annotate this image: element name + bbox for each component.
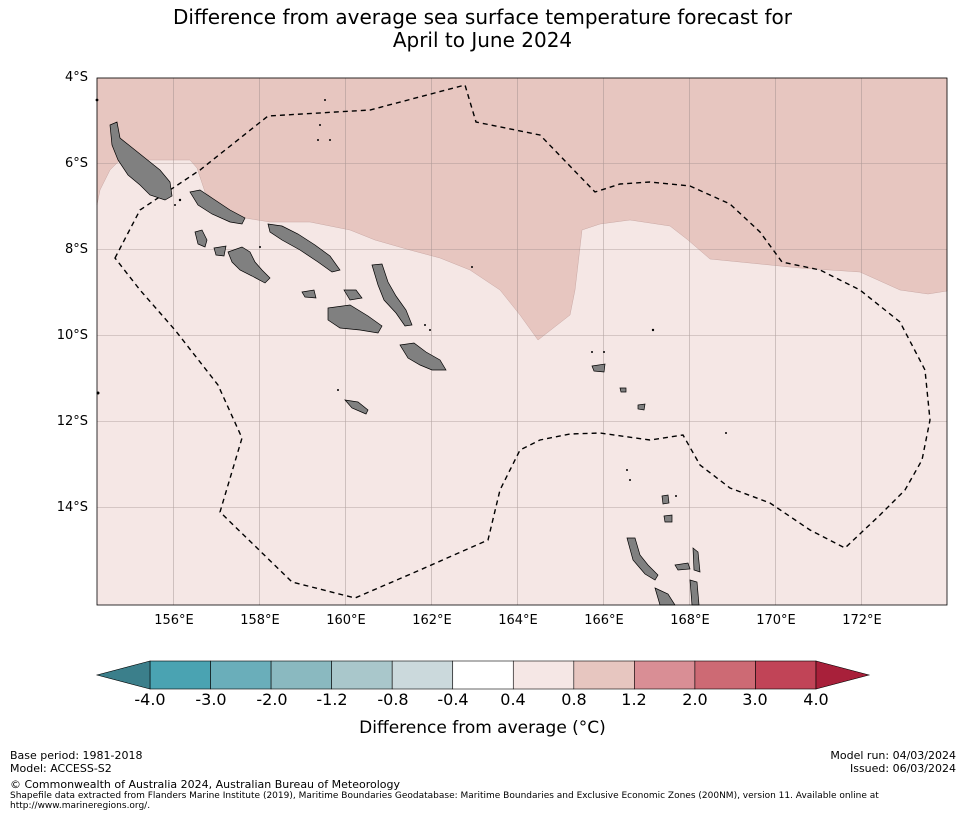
lat-label-4s: 4°S (64, 70, 88, 85)
map-frame (96, 77, 948, 606)
colorbar-tick: 3.0 (742, 690, 768, 709)
anomaly-region-0.8-1.2 (96, 77, 948, 341)
gridlines (97, 78, 947, 605)
colorbar-segment (512, 660, 575, 690)
land-ambae (674, 562, 691, 571)
lon-label-170e: 170°E (756, 613, 796, 628)
land-ranongga (213, 245, 227, 257)
lon-label-168e: 168°E (670, 613, 710, 628)
colorbar-segment (331, 660, 393, 690)
land-bougainville (109, 121, 173, 201)
issued-date: Issued: 06/03/2024 (849, 762, 956, 775)
land-santa-cruz (591, 363, 606, 373)
colorbar-tick: 4.0 (803, 690, 829, 709)
eez-boundary (114, 84, 931, 599)
model-run: Model run: 04/03/2024 (830, 749, 956, 762)
land-guadalcanal (327, 304, 383, 334)
colorbar-tick: -0.4 (437, 690, 469, 709)
colorbar-segment (634, 660, 696, 690)
colorbar-tick: 1.2 (621, 690, 647, 709)
colorbar-tick: -1.2 (316, 690, 348, 709)
colorbar-tick: -4.0 (134, 690, 166, 709)
lon-label-160e: 160°E (326, 613, 366, 628)
land-new-georgia-a (194, 229, 208, 248)
copyright: © Commonwealth of Australia 2024, Austra… (10, 778, 400, 791)
colorbar-segment (755, 660, 817, 690)
land-torres (637, 403, 646, 411)
lon-label-164e: 164°E (498, 613, 538, 628)
land-espiritu-santo (626, 537, 659, 581)
colorbar-segment (210, 660, 272, 690)
colorbar-segment (270, 660, 332, 690)
colorbar-segment (149, 660, 211, 690)
colorbar-segment (391, 660, 454, 690)
colorbar-segment (694, 660, 756, 690)
colorbar-tick: -0.8 (377, 690, 409, 709)
land-russell (301, 289, 317, 299)
lat-label-6s: 6°S (64, 156, 88, 171)
colorbar-tick: -2.0 (256, 690, 288, 709)
land-santa-isabel (267, 223, 341, 273)
lat-label-8s: 8°S (64, 242, 88, 257)
base-period: Base period: 1981-2018 (10, 749, 143, 762)
colorbar-tick: 0.8 (561, 690, 587, 709)
colorbar-segment (452, 660, 514, 690)
model-name: Model: ACCESS-S2 (10, 762, 112, 775)
colorbar-label: Difference from average (°C) (359, 718, 606, 738)
lon-label-166e: 166°E (584, 613, 624, 628)
land-masses (109, 121, 701, 606)
lat-label-12s: 12°S (56, 414, 88, 429)
colorbar-tick: 0.4 (500, 690, 526, 709)
colorbar-tick: 2.0 (682, 690, 708, 709)
lat-label-10s: 10°S (56, 328, 88, 343)
land-malaita (371, 263, 413, 327)
lat-label-14s: 14°S (56, 500, 88, 515)
lon-label-162e: 162°E (412, 613, 452, 628)
colorbar-segment (573, 660, 635, 690)
title-line-1: Difference from average sea surface temp… (172, 5, 792, 29)
lon-label-156e: 156°E (154, 613, 194, 628)
colorbar-under-arrow (95, 660, 151, 690)
islets (95, 98, 727, 497)
colorbar-over-arrow (815, 660, 871, 690)
lon-label-158e: 158°E (240, 613, 280, 628)
colorbar-tick: -3.0 (195, 690, 227, 709)
land-florida (343, 289, 363, 301)
land-banks (661, 494, 670, 505)
land-new-georgia-b (227, 246, 271, 284)
title-line-2: April to June 2024 (392, 28, 573, 52)
land-makira (399, 342, 447, 371)
land-vanikoro (619, 387, 627, 393)
land-choiseul (189, 189, 246, 225)
land-maewo (692, 547, 701, 573)
lon-label-172e: 172°E (842, 613, 882, 628)
land-gaua (663, 514, 673, 523)
shapefile-credit: Shapefile data extracted from Flanders M… (10, 791, 879, 811)
colorbar (95, 660, 871, 690)
land-rennell (344, 399, 369, 415)
chart-title: Difference from average sea surface temp… (0, 6, 965, 52)
